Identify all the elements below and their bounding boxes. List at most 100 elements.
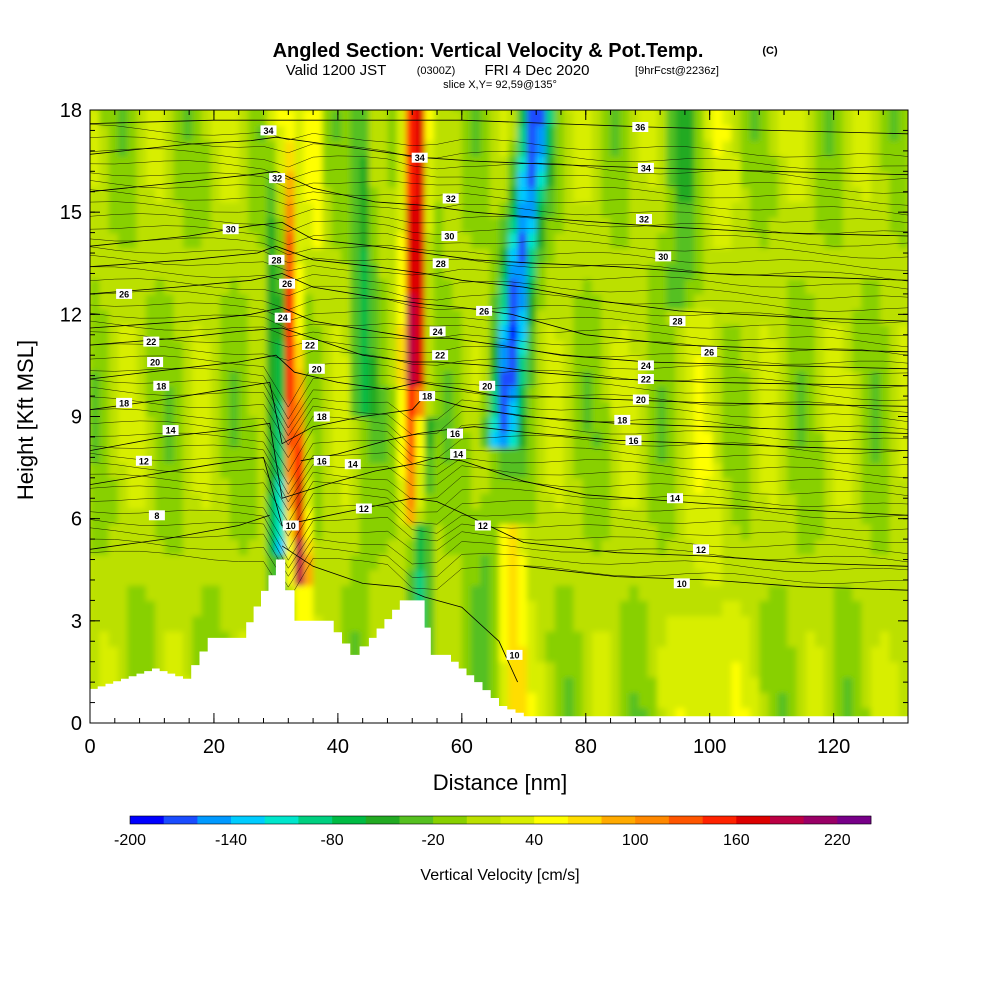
field-cell: [712, 707, 723, 723]
field-cell: [517, 140, 528, 157]
field-cell: [201, 202, 212, 218]
field-cell: [601, 309, 612, 326]
field-cell: [275, 385, 286, 402]
field-cell: [582, 202, 593, 218]
field-cell: [99, 585, 110, 601]
field-cell: [331, 477, 342, 494]
field-cell: [861, 401, 872, 418]
contour-label: 16: [313, 455, 330, 466]
field-cell: [127, 661, 138, 678]
field-cell: [266, 355, 277, 372]
field-cell: [415, 523, 426, 540]
field-cell: [210, 278, 221, 295]
field-cell: [155, 523, 165, 540]
field-cell: [582, 554, 593, 571]
field-cell: [694, 217, 705, 234]
field-cell: [480, 202, 491, 218]
field-cell: [824, 293, 835, 310]
field-cell: [647, 110, 658, 111]
theta-contour-16: [300, 426, 908, 462]
field-cell: [517, 339, 528, 356]
field-cell: [573, 293, 584, 310]
contour-label-text: 34: [415, 153, 425, 163]
field-cell: [889, 631, 900, 647]
field-cell: [852, 661, 863, 678]
field-cell: [870, 293, 881, 310]
field-cell: [768, 202, 779, 218]
field-cell: [545, 539, 556, 555]
field-cell: [740, 293, 751, 310]
field-cell: [564, 370, 574, 387]
contour-label-text: 14: [166, 426, 176, 436]
field-cell: [750, 416, 760, 433]
field-cell: [731, 324, 742, 341]
field-cell: [220, 447, 230, 463]
field-cell: [368, 585, 379, 601]
field-cell: [842, 493, 853, 509]
field-cell: [666, 401, 677, 418]
field-cell: [238, 416, 249, 433]
field-cell: [759, 293, 770, 310]
field-cell: [768, 278, 779, 295]
field-cell: [601, 631, 612, 647]
field-cell: [629, 615, 639, 632]
colorbar-swatch: [130, 816, 164, 824]
field-cell: [424, 355, 435, 372]
field-cell: [350, 600, 361, 617]
field-cell: [898, 431, 908, 448]
field-cell: [592, 232, 602, 249]
field-cell: [601, 125, 612, 142]
field-cell: [824, 385, 835, 402]
field-cell: [359, 569, 370, 586]
field-cell: [183, 539, 193, 555]
contour-label-bg: [669, 316, 686, 327]
field-cell: [592, 263, 602, 280]
field-cell: [164, 278, 175, 295]
field-cell: [248, 462, 258, 479]
field-cell: [183, 631, 193, 647]
field-cell: [136, 416, 147, 433]
field-cell: [210, 416, 221, 433]
contour-label-text: 16: [317, 456, 327, 466]
field-cell: [378, 523, 389, 540]
field-cell: [136, 309, 147, 326]
field-cell: [173, 140, 184, 157]
field-cell: [545, 385, 556, 402]
field-cell: [852, 401, 863, 418]
field-cell: [117, 217, 128, 234]
field-cell: [257, 339, 268, 356]
field-cell: [461, 631, 472, 647]
field-cell: [155, 339, 165, 356]
field-cell: [889, 232, 900, 249]
field-cell: [266, 110, 277, 111]
field-cell: [750, 401, 760, 418]
field-cell: [647, 631, 658, 647]
field-cell: [415, 569, 426, 586]
field-cell: [517, 493, 528, 509]
field-cell: [433, 355, 444, 372]
field-cell: [573, 370, 584, 387]
field-cell: [517, 278, 528, 295]
field-cell: [870, 661, 881, 678]
field-cell: [880, 707, 890, 723]
field-cell: [192, 646, 203, 663]
field-cell: [108, 125, 119, 142]
field-cell: [777, 416, 788, 433]
field-cell: [601, 462, 612, 479]
field-cell: [452, 110, 463, 111]
field-cell: [880, 462, 890, 479]
field-cell: [526, 554, 537, 571]
field-cell: [740, 493, 751, 509]
field-cell: [108, 431, 119, 448]
field-cell: [824, 646, 835, 663]
field-cell: [805, 600, 816, 617]
field-cell: [331, 217, 342, 234]
field-cell: [824, 202, 835, 218]
field-cell: [815, 110, 825, 111]
field-cell: [424, 462, 435, 479]
field-cell: [684, 477, 695, 494]
field-cell: [108, 355, 119, 372]
field-cell: [861, 646, 872, 663]
field-cell: [694, 523, 705, 540]
field-cell: [192, 202, 203, 218]
